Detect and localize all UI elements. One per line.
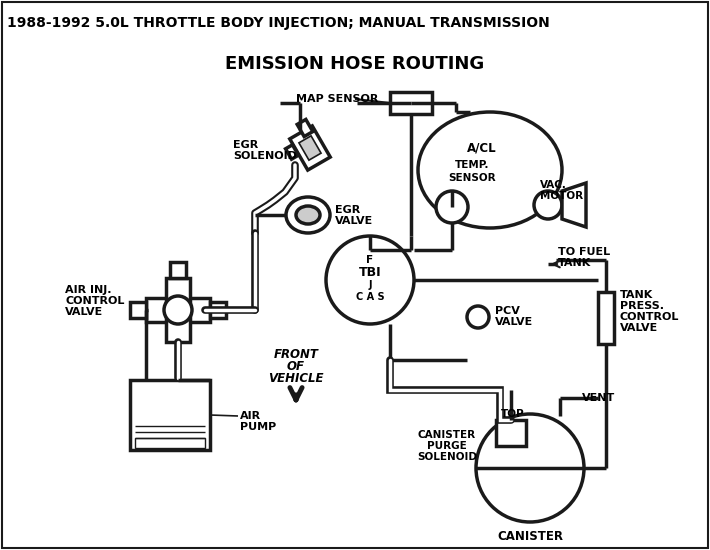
Text: PUMP: PUMP — [240, 422, 276, 432]
Polygon shape — [299, 136, 321, 160]
Text: TO FUEL: TO FUEL — [558, 247, 610, 257]
Text: EGR: EGR — [233, 140, 258, 150]
Text: AIR: AIR — [240, 411, 261, 421]
Text: EGR: EGR — [335, 205, 360, 215]
Circle shape — [476, 414, 584, 522]
Text: TANK: TANK — [620, 290, 653, 300]
Text: MAP SENSOR: MAP SENSOR — [296, 94, 378, 104]
Text: PURGE: PURGE — [427, 441, 467, 451]
Text: TBI: TBI — [359, 266, 381, 278]
Text: CANISTER: CANISTER — [497, 530, 563, 542]
Bar — [390, 92, 432, 114]
Circle shape — [467, 306, 489, 328]
Text: VALVE: VALVE — [335, 216, 373, 226]
Text: VENT: VENT — [582, 393, 616, 403]
Text: EMISSION HOSE ROUTING: EMISSION HOSE ROUTING — [225, 55, 485, 73]
Polygon shape — [285, 145, 298, 159]
Text: C A S: C A S — [356, 292, 384, 302]
Text: CONTROL: CONTROL — [620, 312, 679, 322]
Text: PRESS.: PRESS. — [620, 301, 664, 311]
Text: VALVE: VALVE — [620, 323, 658, 333]
Bar — [170, 262, 186, 278]
Text: A/CL: A/CL — [467, 141, 497, 155]
Bar — [598, 292, 614, 344]
Circle shape — [436, 191, 468, 223]
Text: VALVE: VALVE — [495, 317, 533, 327]
Bar — [135, 438, 205, 448]
Bar — [130, 380, 210, 450]
Bar — [166, 278, 190, 342]
Circle shape — [534, 191, 562, 219]
Polygon shape — [562, 183, 586, 227]
Text: SENSOR: SENSOR — [448, 173, 496, 183]
Text: SOLENOID: SOLENOID — [417, 452, 477, 462]
Bar — [496, 420, 526, 446]
Bar — [130, 302, 146, 318]
Text: CANISTER: CANISTER — [418, 430, 476, 440]
Text: TOP: TOP — [501, 409, 525, 419]
Text: VAC.: VAC. — [540, 180, 567, 190]
Text: MOTOR: MOTOR — [540, 191, 583, 201]
Ellipse shape — [286, 197, 330, 233]
Polygon shape — [290, 126, 330, 170]
Text: VEHICLE: VEHICLE — [268, 372, 324, 386]
Bar — [210, 302, 226, 318]
Text: OF: OF — [287, 360, 305, 373]
Circle shape — [164, 296, 192, 324]
Text: 1988-1992 5.0L THROTTLE BODY INJECTION; MANUAL TRANSMISSION: 1988-1992 5.0L THROTTLE BODY INJECTION; … — [7, 16, 550, 30]
Text: PCV: PCV — [495, 306, 520, 316]
Text: VALVE: VALVE — [65, 307, 103, 317]
Circle shape — [326, 236, 414, 324]
Ellipse shape — [418, 112, 562, 228]
Text: FRONT: FRONT — [273, 349, 319, 361]
Polygon shape — [297, 119, 313, 136]
Text: TANK: TANK — [558, 258, 591, 268]
Text: SOLENOID: SOLENOID — [233, 151, 297, 161]
Text: CONTROL: CONTROL — [65, 296, 124, 306]
Text: TEMP.: TEMP. — [454, 160, 489, 170]
Ellipse shape — [296, 206, 320, 224]
Text: F: F — [366, 255, 373, 265]
Bar — [146, 298, 210, 322]
Text: AIR INJ.: AIR INJ. — [65, 285, 111, 295]
Text: J: J — [368, 280, 372, 290]
